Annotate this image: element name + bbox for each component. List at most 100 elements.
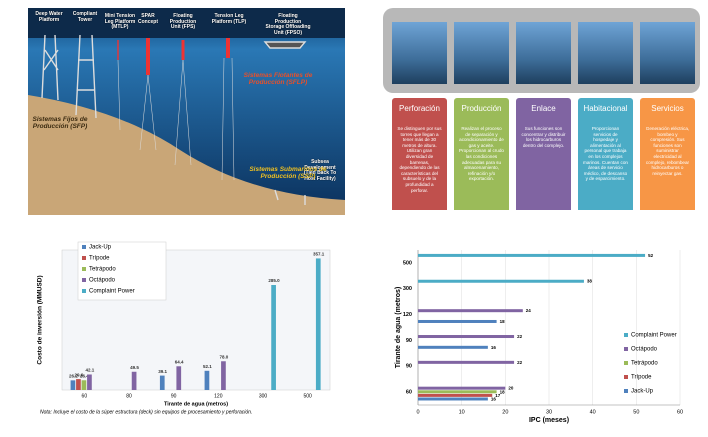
bar [418,393,493,397]
platform-label: Subsea Development (Tied Back To Host Fa… [303,159,337,182]
platforms [41,34,307,205]
value-label: 24 [526,308,532,313]
value-label: 29.6 [74,372,83,377]
value-label: 42.1 [85,368,94,373]
column-title: Habitacional [578,98,633,120]
value-label: 16 [491,345,497,350]
bar [418,345,488,349]
column-text: Se distinguen por sus torres que llegan … [392,120,447,210]
x-tick-label: 60 [677,409,683,415]
value-label: 78.0 [219,354,228,359]
bar [418,309,523,313]
x-tick-label: 500 [303,393,312,399]
value-label: 22 [517,360,523,365]
y-tick-label: 120 [403,312,412,318]
value-label: 20 [508,386,514,391]
x-tick-label: 80 [126,393,132,399]
column-title: Producción [454,98,509,120]
note: Nota: Incluye el costo de la súper estru… [40,409,252,415]
y-tick-label: 500 [403,260,412,266]
x-tick-label: 0 [416,409,419,415]
bar [70,380,76,390]
x-tick-label: 90 [171,393,177,399]
legend-swatch [82,245,86,249]
x-tick-label: 30 [546,409,552,415]
platform-label: SPAR Concept [138,13,158,25]
x-tick-label: 120 [214,393,223,399]
y-axis-title: Costo de inversión (MMUSD) [37,275,44,364]
bar [315,258,321,390]
x-axis-title: IPC (meses) [529,417,569,424]
value-label: 16 [491,396,497,401]
x-tick-label: 20 [502,409,508,415]
bar [204,370,210,390]
value-label: 39.1 [158,369,167,374]
system-label: Sistemas Flotantes de Producción (SFLP) [243,72,313,86]
y-tick-label: 90 [406,338,412,344]
bar [418,335,515,339]
column-text: Generación eléctrica, bombeo y compresió… [640,120,695,210]
legend-label: Tetrápodo [631,361,658,367]
value-label: 22 [517,334,523,339]
platform-label: Deep Water Platform [35,11,63,23]
value-label: 17 [495,393,501,398]
platform-label: Mini Tension Leg Platform (MTLP) [104,13,136,30]
legend-swatch [624,347,628,351]
column-title: Enlace [516,98,571,120]
x-axis-title: Tirante de agua (metros) [164,401,228,407]
y-tick-label: 300 [403,286,412,292]
bar [159,375,165,390]
column-title: Servicios [640,98,695,120]
bar [418,360,515,364]
bar [176,366,182,390]
bar [87,374,92,390]
bar [418,279,584,283]
legend-label: Trípode [89,256,110,262]
legend-label: Trípode [631,375,652,381]
value-label: 285.0 [268,278,280,283]
y-axis-title: Tirante de agua (metros) [395,287,402,369]
bar [81,380,87,390]
legend-swatch [624,389,628,393]
x-tick-label: 300 [259,393,268,399]
bar [221,361,226,390]
value-label: 18 [500,389,506,394]
legend-label: Octápodo [89,278,116,284]
legend-swatch [624,361,628,365]
bar [418,386,506,390]
system-label: Sistemas Submarinos de Producción (SSP) [249,166,327,180]
value-label: 357.1 [313,252,325,257]
column-text: Realizan el proceso de separación y acon… [454,120,509,210]
platform-label: Floating Production Storage Offloading U… [265,13,311,36]
y-tick-label: 90 [406,364,412,370]
bar [418,319,497,323]
bar [76,379,81,390]
value-label: 26.4 [80,373,89,378]
legend-swatch [82,256,86,260]
value-label: 49.5 [130,365,139,370]
bar [418,390,497,394]
bar [418,253,646,257]
x-tick-label: 10 [459,409,465,415]
legend-label: Complaint Power [89,289,135,295]
platform-label: Floating Production Unit (FPS) [169,13,197,30]
legend-swatch [624,375,628,379]
x-tick-label: 40 [590,409,596,415]
column-text: Sus funciones son concentrar y distribui… [516,120,571,210]
column-title: Perforación [392,98,447,120]
legend-label: Tetrápodo [89,267,116,273]
sky [28,8,345,38]
value-label: 64.4 [175,359,184,364]
x-tick-label: 60 [82,393,88,399]
platform-label: Tension Leg Platform (TLP) [211,13,247,25]
value-label: 38 [587,279,593,284]
y-tick-label: 60 [406,390,412,396]
value-label: 52 [648,253,654,258]
value-label: 26.2 [69,374,78,379]
seabed [28,95,345,215]
legend-label: Jack-Up [89,245,112,251]
x-tick-label: 50 [633,409,639,415]
